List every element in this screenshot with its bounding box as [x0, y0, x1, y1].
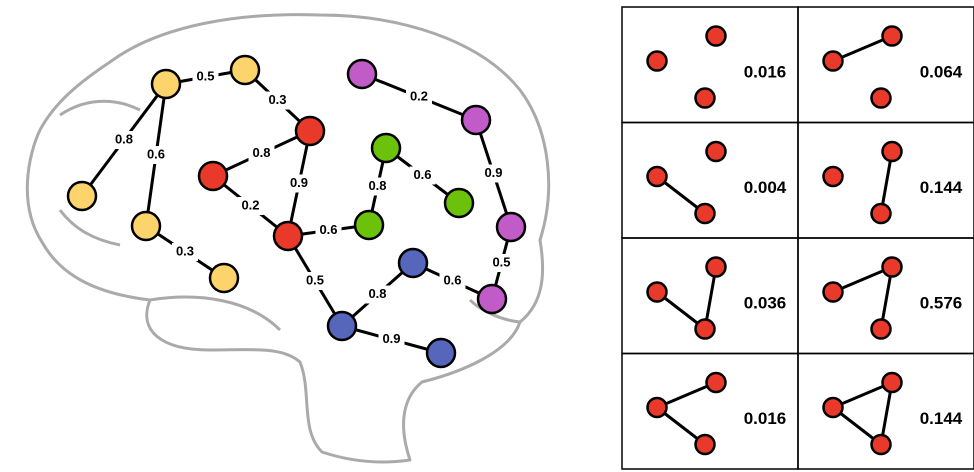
edge-label-bg [172, 243, 198, 261]
node [130, 210, 162, 242]
edge-weight: 0.6 [319, 222, 337, 237]
motif-node [870, 87, 892, 109]
edge-weight: 0.8 [368, 286, 386, 301]
node [476, 283, 508, 315]
edge-label-bg [406, 88, 432, 106]
node [208, 262, 240, 294]
edge-label-bg [315, 221, 342, 240]
node [326, 310, 358, 342]
edge-weight: 0.9 [290, 175, 308, 190]
probability: 0.144 [920, 409, 963, 428]
node [346, 58, 378, 90]
edge-weight: 0.5 [492, 254, 510, 269]
motif-node [694, 318, 716, 340]
edge-label-bg [409, 166, 436, 185]
edge-label-bg [480, 164, 507, 183]
motif-node [822, 165, 844, 188]
edge-weight: 0.5 [306, 272, 324, 287]
edge-weight: 0.3 [176, 243, 194, 258]
node [66, 180, 98, 212]
node [370, 132, 402, 164]
motif-node [870, 318, 892, 340]
motif-node [694, 202, 716, 225]
motif-node [870, 202, 892, 225]
probability: 0.064 [920, 62, 963, 81]
motif-node [822, 50, 844, 72]
motif-node [705, 371, 727, 394]
motif-node [822, 281, 844, 303]
node [397, 247, 429, 279]
motif-node [646, 281, 668, 303]
node [425, 337, 457, 369]
motif-node [881, 256, 903, 278]
motif-node [705, 256, 727, 278]
edge-weight: 0.8 [115, 131, 133, 146]
brain-outline [25, 13, 551, 464]
probability: 0.016 [744, 62, 787, 81]
edge-label-bg [364, 177, 391, 196]
motif-node [881, 140, 903, 163]
node [197, 160, 229, 192]
edge-weight: 0.3 [268, 92, 286, 107]
edge-label-bg [378, 330, 405, 349]
probability: 0.016 [744, 409, 787, 428]
motif-node [705, 25, 727, 47]
edge-weight: 0.9 [382, 331, 400, 346]
edge-label-bg [439, 272, 466, 290]
motif-node [881, 25, 903, 47]
edge-weight: 0.9 [484, 165, 502, 180]
motif-node [881, 371, 903, 394]
edge-weight: 0.2 [241, 197, 259, 212]
edge-label-bg [264, 91, 291, 110]
motif-node [694, 87, 716, 109]
edge-weight: 0.6 [413, 167, 431, 182]
edge-label-bg [111, 131, 137, 149]
motif-node [646, 396, 668, 419]
motif-node [822, 396, 844, 419]
node [443, 187, 475, 219]
edge-weight: 0.8 [368, 178, 386, 193]
motif-node [646, 50, 668, 72]
motif-node [694, 433, 716, 456]
edge-weight: 0.2 [410, 88, 428, 103]
node [353, 209, 385, 241]
node [460, 104, 492, 136]
probability: 0.144 [920, 178, 963, 197]
edge-weight: 0.8 [252, 145, 270, 160]
edge-label-bg [286, 174, 312, 193]
node [229, 54, 261, 86]
node [294, 115, 326, 147]
probability: 0.036 [744, 293, 787, 312]
edge-label-bg [302, 272, 328, 290]
node [272, 220, 304, 252]
edge-label-bg [143, 146, 169, 164]
node [495, 211, 527, 243]
edge-weight: 0.5 [196, 68, 214, 83]
edge-label-bg [364, 285, 391, 304]
edge-weight: 0.6 [443, 272, 461, 287]
probability: 0.576 [920, 293, 963, 312]
edge-label-bg [237, 197, 264, 215]
motif-node [870, 433, 892, 456]
edge-label-bg [192, 68, 219, 86]
node [150, 68, 182, 100]
motif-node [646, 165, 668, 188]
motif-node [705, 140, 727, 163]
edge-label-bg [488, 254, 515, 272]
edge-label-bg [248, 144, 275, 163]
edge-weight: 0.6 [147, 146, 165, 161]
probability: 0.004 [744, 178, 787, 197]
brain-sulcus [58, 99, 521, 332]
cell [797, 352, 974, 470]
